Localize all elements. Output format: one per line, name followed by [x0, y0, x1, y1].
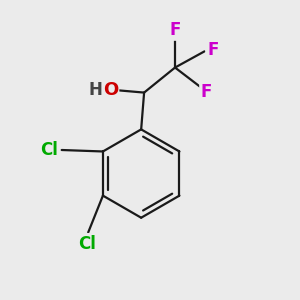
Text: F: F — [169, 21, 181, 39]
Text: F: F — [207, 41, 218, 59]
Text: F: F — [201, 83, 212, 101]
Text: O: O — [103, 81, 118, 99]
Text: Cl: Cl — [78, 235, 96, 253]
Text: Cl: Cl — [40, 141, 58, 159]
Text: H: H — [88, 81, 102, 99]
